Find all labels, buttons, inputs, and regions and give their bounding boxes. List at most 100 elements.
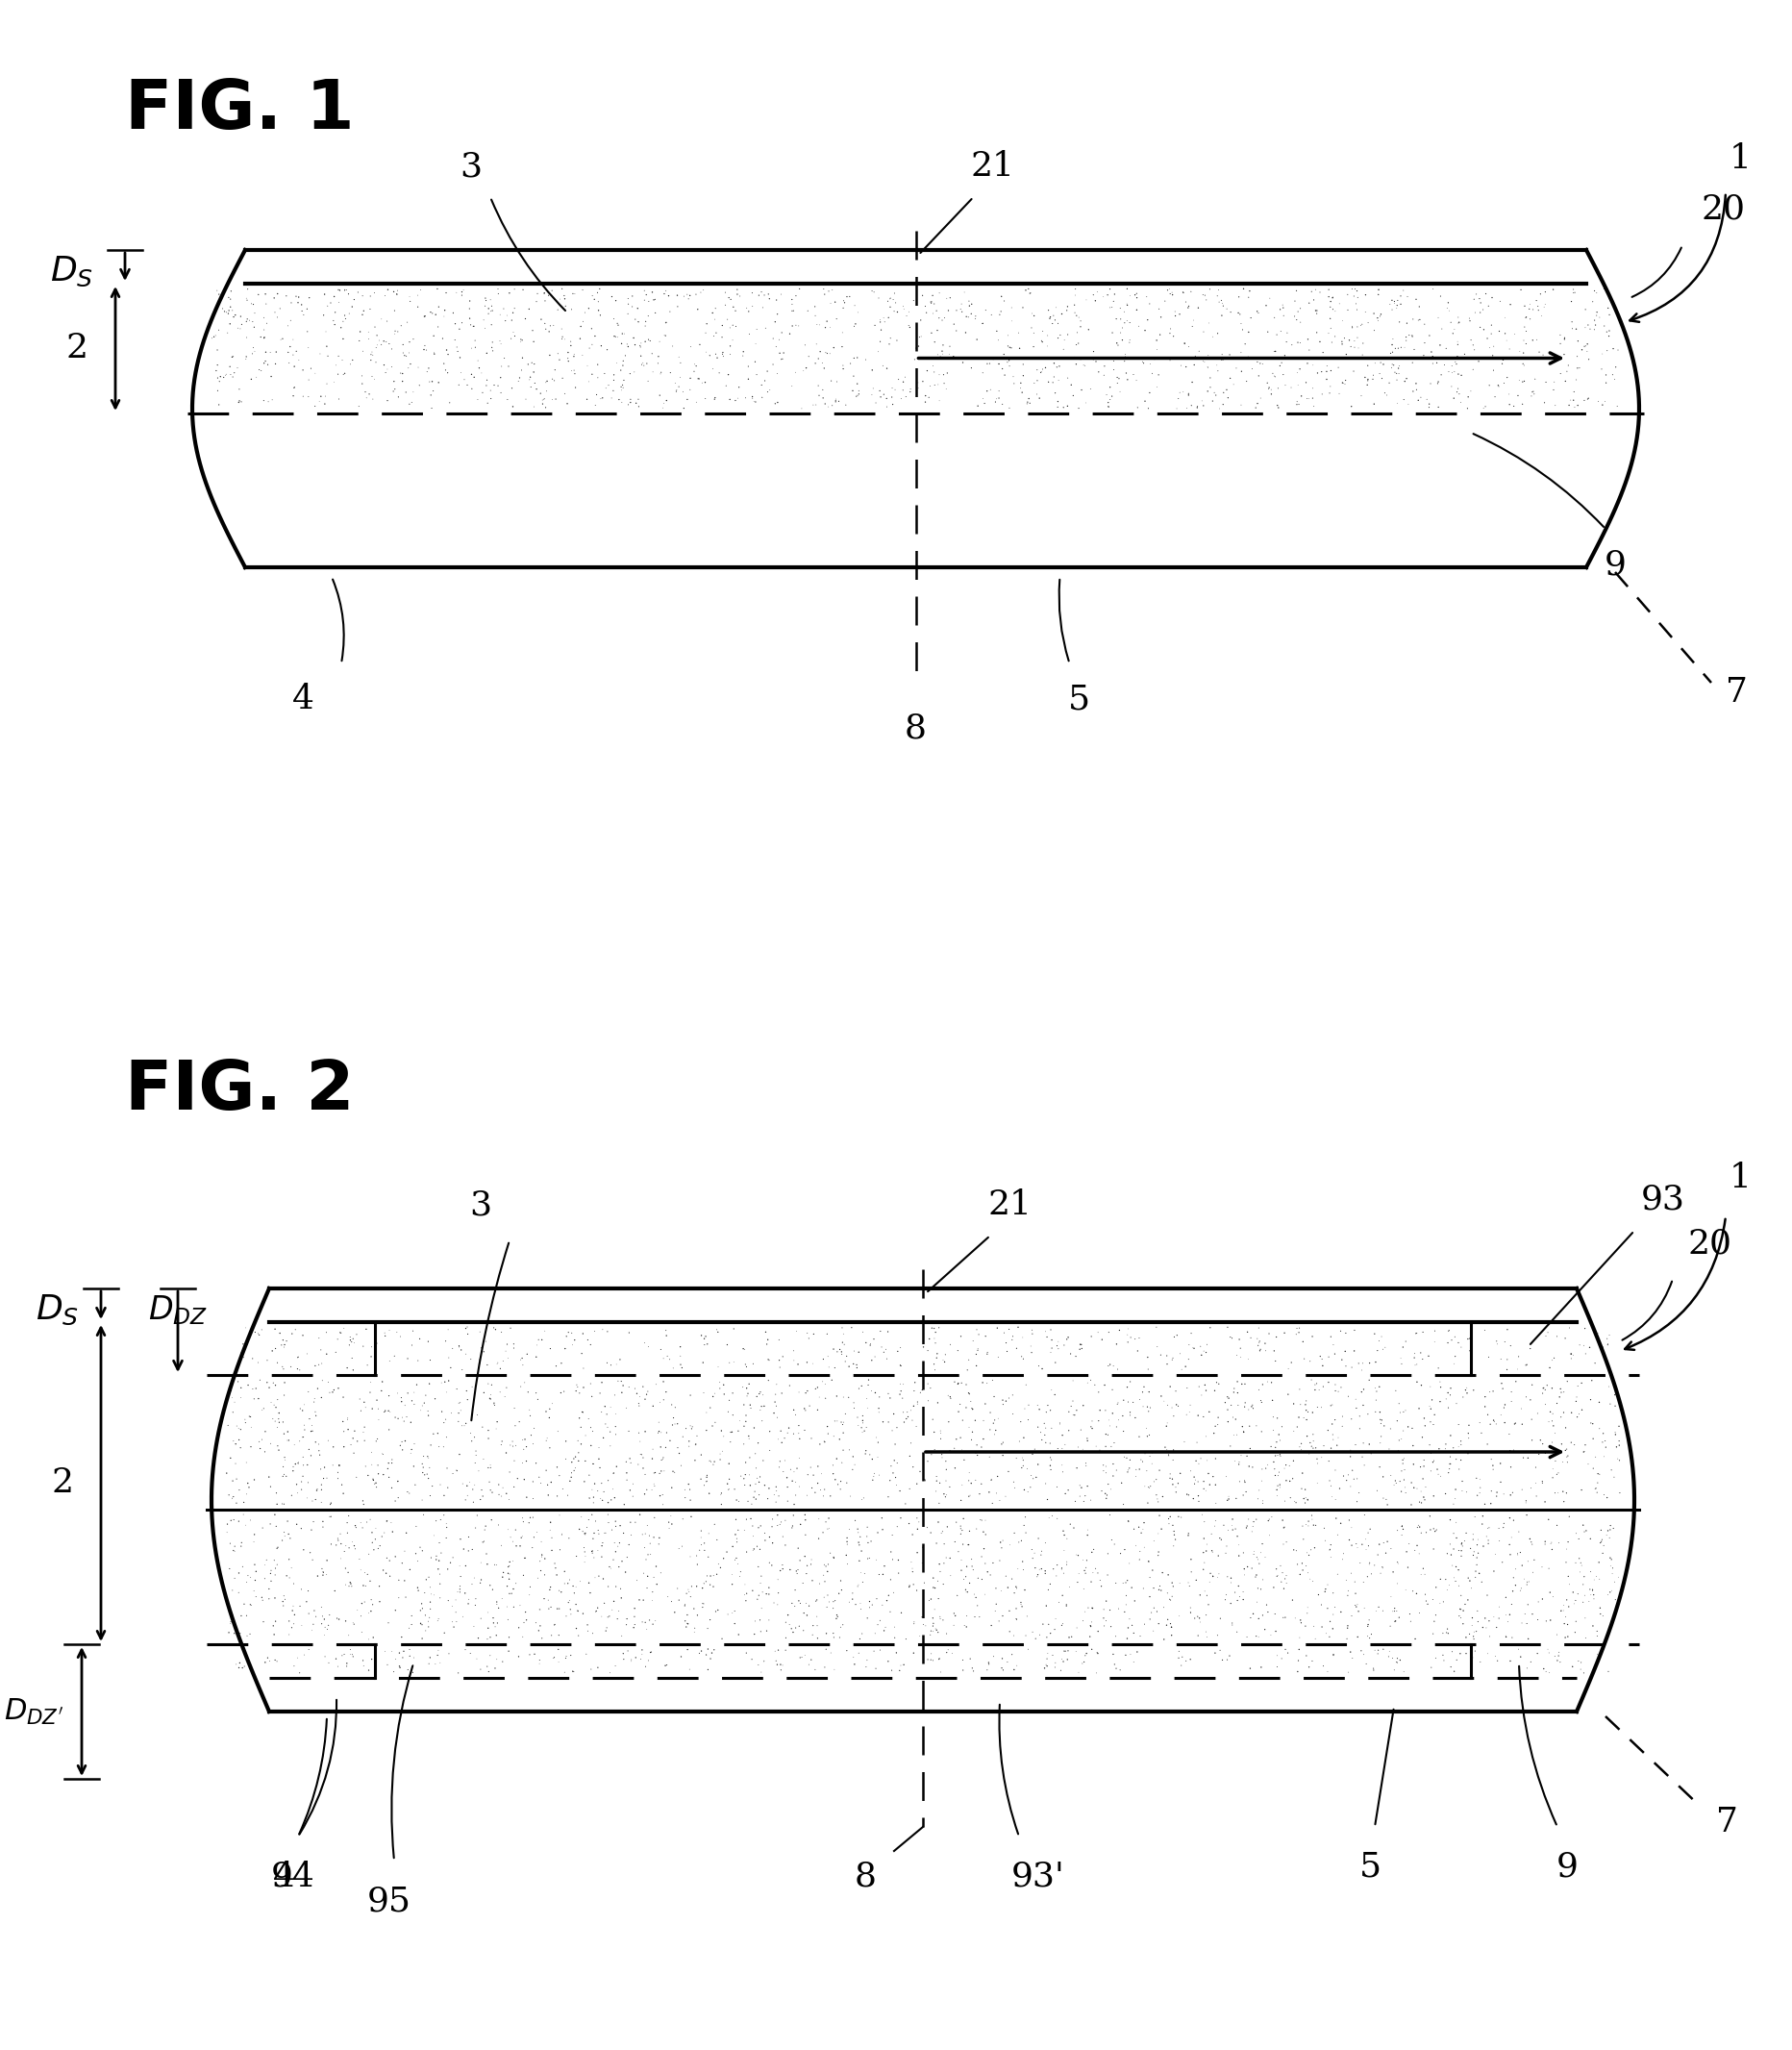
Point: [310, 1451, 339, 1484]
Point: [1036, 1374, 1064, 1406]
Point: [1267, 1566, 1296, 1599]
Point: [1005, 371, 1034, 404]
Point: [1217, 1509, 1245, 1542]
Point: [821, 1404, 849, 1437]
Point: [466, 1564, 495, 1597]
Point: [378, 332, 407, 365]
Point: [1409, 1462, 1437, 1494]
Point: [1002, 1603, 1030, 1636]
Point: [869, 305, 898, 338]
Point: [642, 297, 670, 330]
Point: [1340, 1591, 1369, 1624]
Point: [1398, 1574, 1426, 1607]
Point: [1163, 1390, 1192, 1423]
Point: [294, 1466, 323, 1499]
Point: [785, 1609, 814, 1642]
Point: [249, 1392, 278, 1425]
Point: [1274, 1449, 1303, 1482]
Point: [289, 355, 317, 387]
Point: [471, 336, 500, 369]
Point: [1297, 1499, 1326, 1531]
Point: [1038, 1638, 1066, 1671]
Point: [1425, 1562, 1453, 1595]
Point: [1405, 1511, 1434, 1544]
Point: [1342, 322, 1371, 355]
Point: [446, 1523, 475, 1556]
Point: [613, 1603, 642, 1636]
Point: [1538, 1427, 1566, 1460]
Point: [955, 1642, 984, 1675]
Point: [998, 1466, 1027, 1499]
Point: [1523, 289, 1552, 322]
Point: [962, 1429, 991, 1462]
Point: [815, 312, 844, 344]
Point: [702, 342, 731, 375]
Point: [1385, 279, 1414, 312]
Point: [1267, 1556, 1296, 1589]
Point: [1247, 1414, 1276, 1447]
Point: [1443, 328, 1471, 361]
Point: [767, 279, 796, 312]
Point: [475, 1640, 504, 1673]
Point: [536, 1505, 564, 1538]
Point: [568, 1515, 597, 1548]
Point: [260, 1558, 289, 1591]
Point: [785, 1376, 814, 1408]
Point: [543, 293, 572, 326]
Point: [554, 1478, 582, 1511]
Point: [1441, 1564, 1469, 1597]
Point: [1120, 1322, 1149, 1355]
Point: [267, 1523, 296, 1556]
Point: [1224, 281, 1253, 314]
Point: [946, 1513, 975, 1546]
Point: [473, 1624, 502, 1656]
Point: [495, 1622, 523, 1654]
Point: [1217, 1388, 1245, 1421]
Point: [763, 385, 792, 418]
Point: [1100, 1648, 1129, 1681]
Point: [511, 1423, 539, 1456]
Point: [1480, 1404, 1509, 1437]
Point: [1349, 1449, 1378, 1482]
Point: [1292, 1535, 1321, 1568]
Point: [575, 1410, 604, 1443]
Point: [616, 383, 645, 416]
Point: [980, 1419, 1009, 1451]
Point: [310, 1640, 339, 1673]
Point: [1357, 1437, 1385, 1470]
Point: [894, 1507, 923, 1540]
Point: [348, 279, 376, 312]
Point: [1125, 1620, 1154, 1652]
Point: [1124, 1544, 1152, 1576]
Point: [1543, 1458, 1572, 1490]
Point: [882, 1468, 910, 1501]
Point: [855, 1328, 883, 1361]
Point: [355, 1654, 383, 1687]
Point: [885, 1501, 914, 1533]
Point: [1122, 293, 1150, 326]
Point: [568, 1597, 597, 1630]
Point: [462, 383, 491, 416]
Point: [665, 371, 694, 404]
Point: [1011, 275, 1039, 308]
Point: [1238, 1388, 1267, 1421]
Point: [889, 1648, 918, 1681]
Point: [771, 1423, 799, 1456]
Point: [923, 1505, 952, 1538]
Point: [1217, 1562, 1245, 1595]
Point: [667, 1529, 695, 1562]
Point: [1563, 324, 1591, 357]
Point: [1581, 310, 1609, 342]
Point: [496, 1429, 525, 1462]
Point: [1186, 1330, 1215, 1363]
Point: [1593, 291, 1622, 324]
Point: [1263, 1419, 1292, 1451]
Point: [1156, 1611, 1185, 1644]
Point: [1118, 1617, 1147, 1650]
Point: [1469, 1601, 1498, 1634]
Point: [1147, 1480, 1176, 1513]
Point: [968, 1515, 996, 1548]
Point: [948, 1433, 977, 1466]
Point: [360, 1533, 389, 1566]
Point: [1555, 1343, 1584, 1376]
